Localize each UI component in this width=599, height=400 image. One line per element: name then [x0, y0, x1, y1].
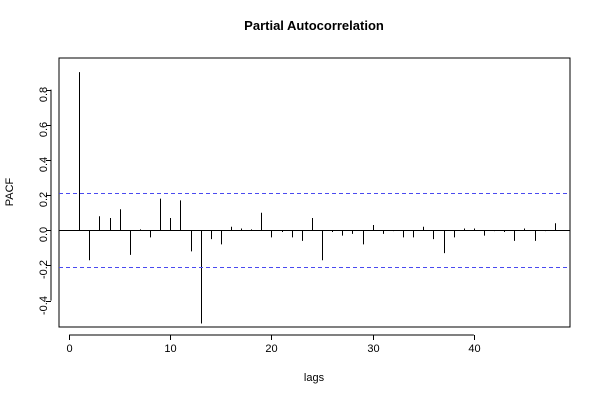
y-tick-label: 0.0	[38, 227, 50, 242]
x-tick-label: 0	[66, 343, 72, 355]
x-tick-label: 10	[164, 343, 176, 355]
x-tick-label: 30	[367, 343, 379, 355]
y-tick-label: 0.8	[38, 87, 50, 102]
y-tick-label: 0.6	[38, 122, 50, 137]
pacf-bars	[79, 72, 556, 324]
y-axis-label: PACF	[4, 177, 16, 206]
x-axis: 0 10 20 30 40	[66, 334, 481, 355]
plot-frame	[58, 57, 571, 328]
chart-title: Partial Autocorrelation	[244, 18, 384, 33]
y-tick-label: -0.4	[38, 296, 50, 315]
y-tick-label: 0.4	[38, 157, 50, 172]
x-tick-label: 40	[468, 343, 480, 355]
x-axis-label: lags	[304, 372, 325, 384]
y-tick-label: 0.2	[38, 192, 50, 207]
y-tick-label: -0.2	[38, 260, 50, 279]
y-axis: -0.4 -0.2 0.0 0.2 0.4 0.6 0.8	[38, 87, 52, 315]
x-tick-label: 20	[265, 343, 277, 355]
